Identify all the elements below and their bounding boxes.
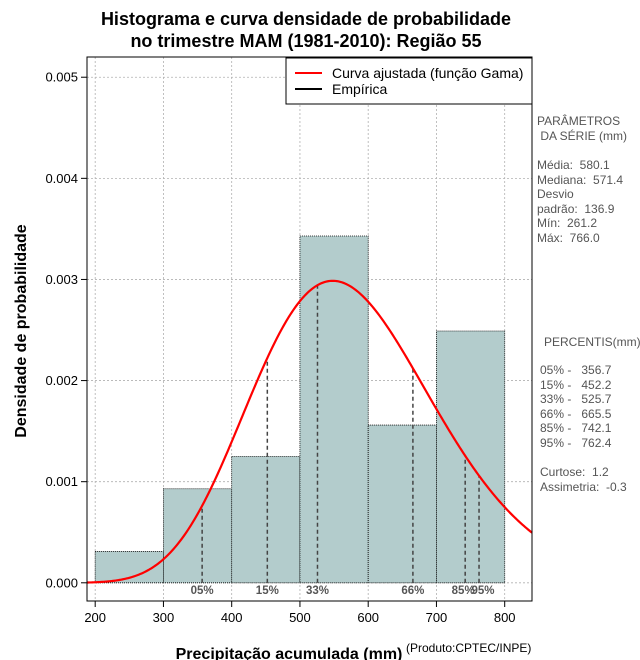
percentile-label: 66% bbox=[401, 585, 424, 597]
histogram-bar bbox=[231, 456, 301, 584]
stats-body: Curtose: 1.2 Assimetria: -0.3 bbox=[540, 465, 627, 494]
y-tick-label: 0.004 bbox=[45, 171, 78, 186]
histogram-bar bbox=[163, 488, 233, 584]
x-axis-label: Precipitação acumulada (mm) bbox=[176, 646, 403, 660]
x-tick-label: 400 bbox=[221, 610, 243, 625]
y-tick-label: 0.005 bbox=[45, 70, 78, 85]
percentile-label: 33% bbox=[306, 585, 329, 597]
bars-layer bbox=[94, 235, 506, 584]
histogram-bar bbox=[299, 235, 369, 584]
y-tick-label: 0.000 bbox=[45, 575, 78, 590]
x-tick-label: 600 bbox=[357, 610, 379, 625]
histogram-bar bbox=[367, 424, 437, 584]
y-axis: 0.000 0.001 0.002 0.003 0.004 0.005 bbox=[45, 70, 87, 590]
percentile-label: 05% bbox=[191, 585, 214, 597]
params-body: Média: 580.1 Mediana: 571.4 Desvio padrã… bbox=[537, 158, 624, 245]
x-tick-label: 800 bbox=[494, 610, 516, 625]
percentile-label: 15% bbox=[256, 585, 279, 597]
x-axis: 200 300 400 500 600 700 800 bbox=[84, 601, 516, 625]
histogram-bar bbox=[436, 330, 506, 584]
percentis-body: 05% - 356.7 15% - 452.2 33% - 525.7 66% … bbox=[540, 363, 612, 450]
percentile-lines-layer bbox=[201, 285, 480, 583]
x-tick-label: 200 bbox=[84, 610, 106, 625]
chart-title-line2: no trimestre MAM (1981-2010): Região 55 bbox=[130, 31, 482, 51]
params-title: PARÂMETROS DA SÉRIE (mm) bbox=[537, 114, 628, 143]
gamma-fit-curve bbox=[86, 279, 533, 584]
chart-title-line1: Histograma e curva densidade de probabil… bbox=[100, 9, 512, 29]
product-credit: (Produto:CPTEC/INPE) bbox=[406, 641, 531, 655]
percentile-label: 95% bbox=[472, 585, 495, 597]
percentile-label: 85% bbox=[452, 585, 475, 597]
y-axis-label: Densidade de probabilidade bbox=[13, 224, 30, 437]
legend-label-empirical: Empírica bbox=[332, 81, 387, 97]
y-tick-label: 0.001 bbox=[45, 474, 78, 489]
legend-box bbox=[285, 57, 533, 105]
legend-label-fit: Curva ajustada (função Gama) bbox=[332, 65, 523, 81]
x-tick-label: 500 bbox=[289, 610, 311, 625]
y-tick-label: 0.003 bbox=[45, 272, 78, 287]
x-tick-label: 300 bbox=[153, 610, 175, 625]
percentis-title: PERCENTIS(mm) bbox=[544, 335, 640, 349]
y-tick-label: 0.002 bbox=[45, 373, 78, 388]
legend: Curva ajustada (função Gama) Empírica bbox=[285, 57, 533, 105]
x-tick-label: 700 bbox=[426, 610, 448, 625]
plot-frame bbox=[86, 56, 533, 602]
percentile-labels-layer: 05% 15% 33% 66% 85%95% bbox=[191, 585, 495, 597]
